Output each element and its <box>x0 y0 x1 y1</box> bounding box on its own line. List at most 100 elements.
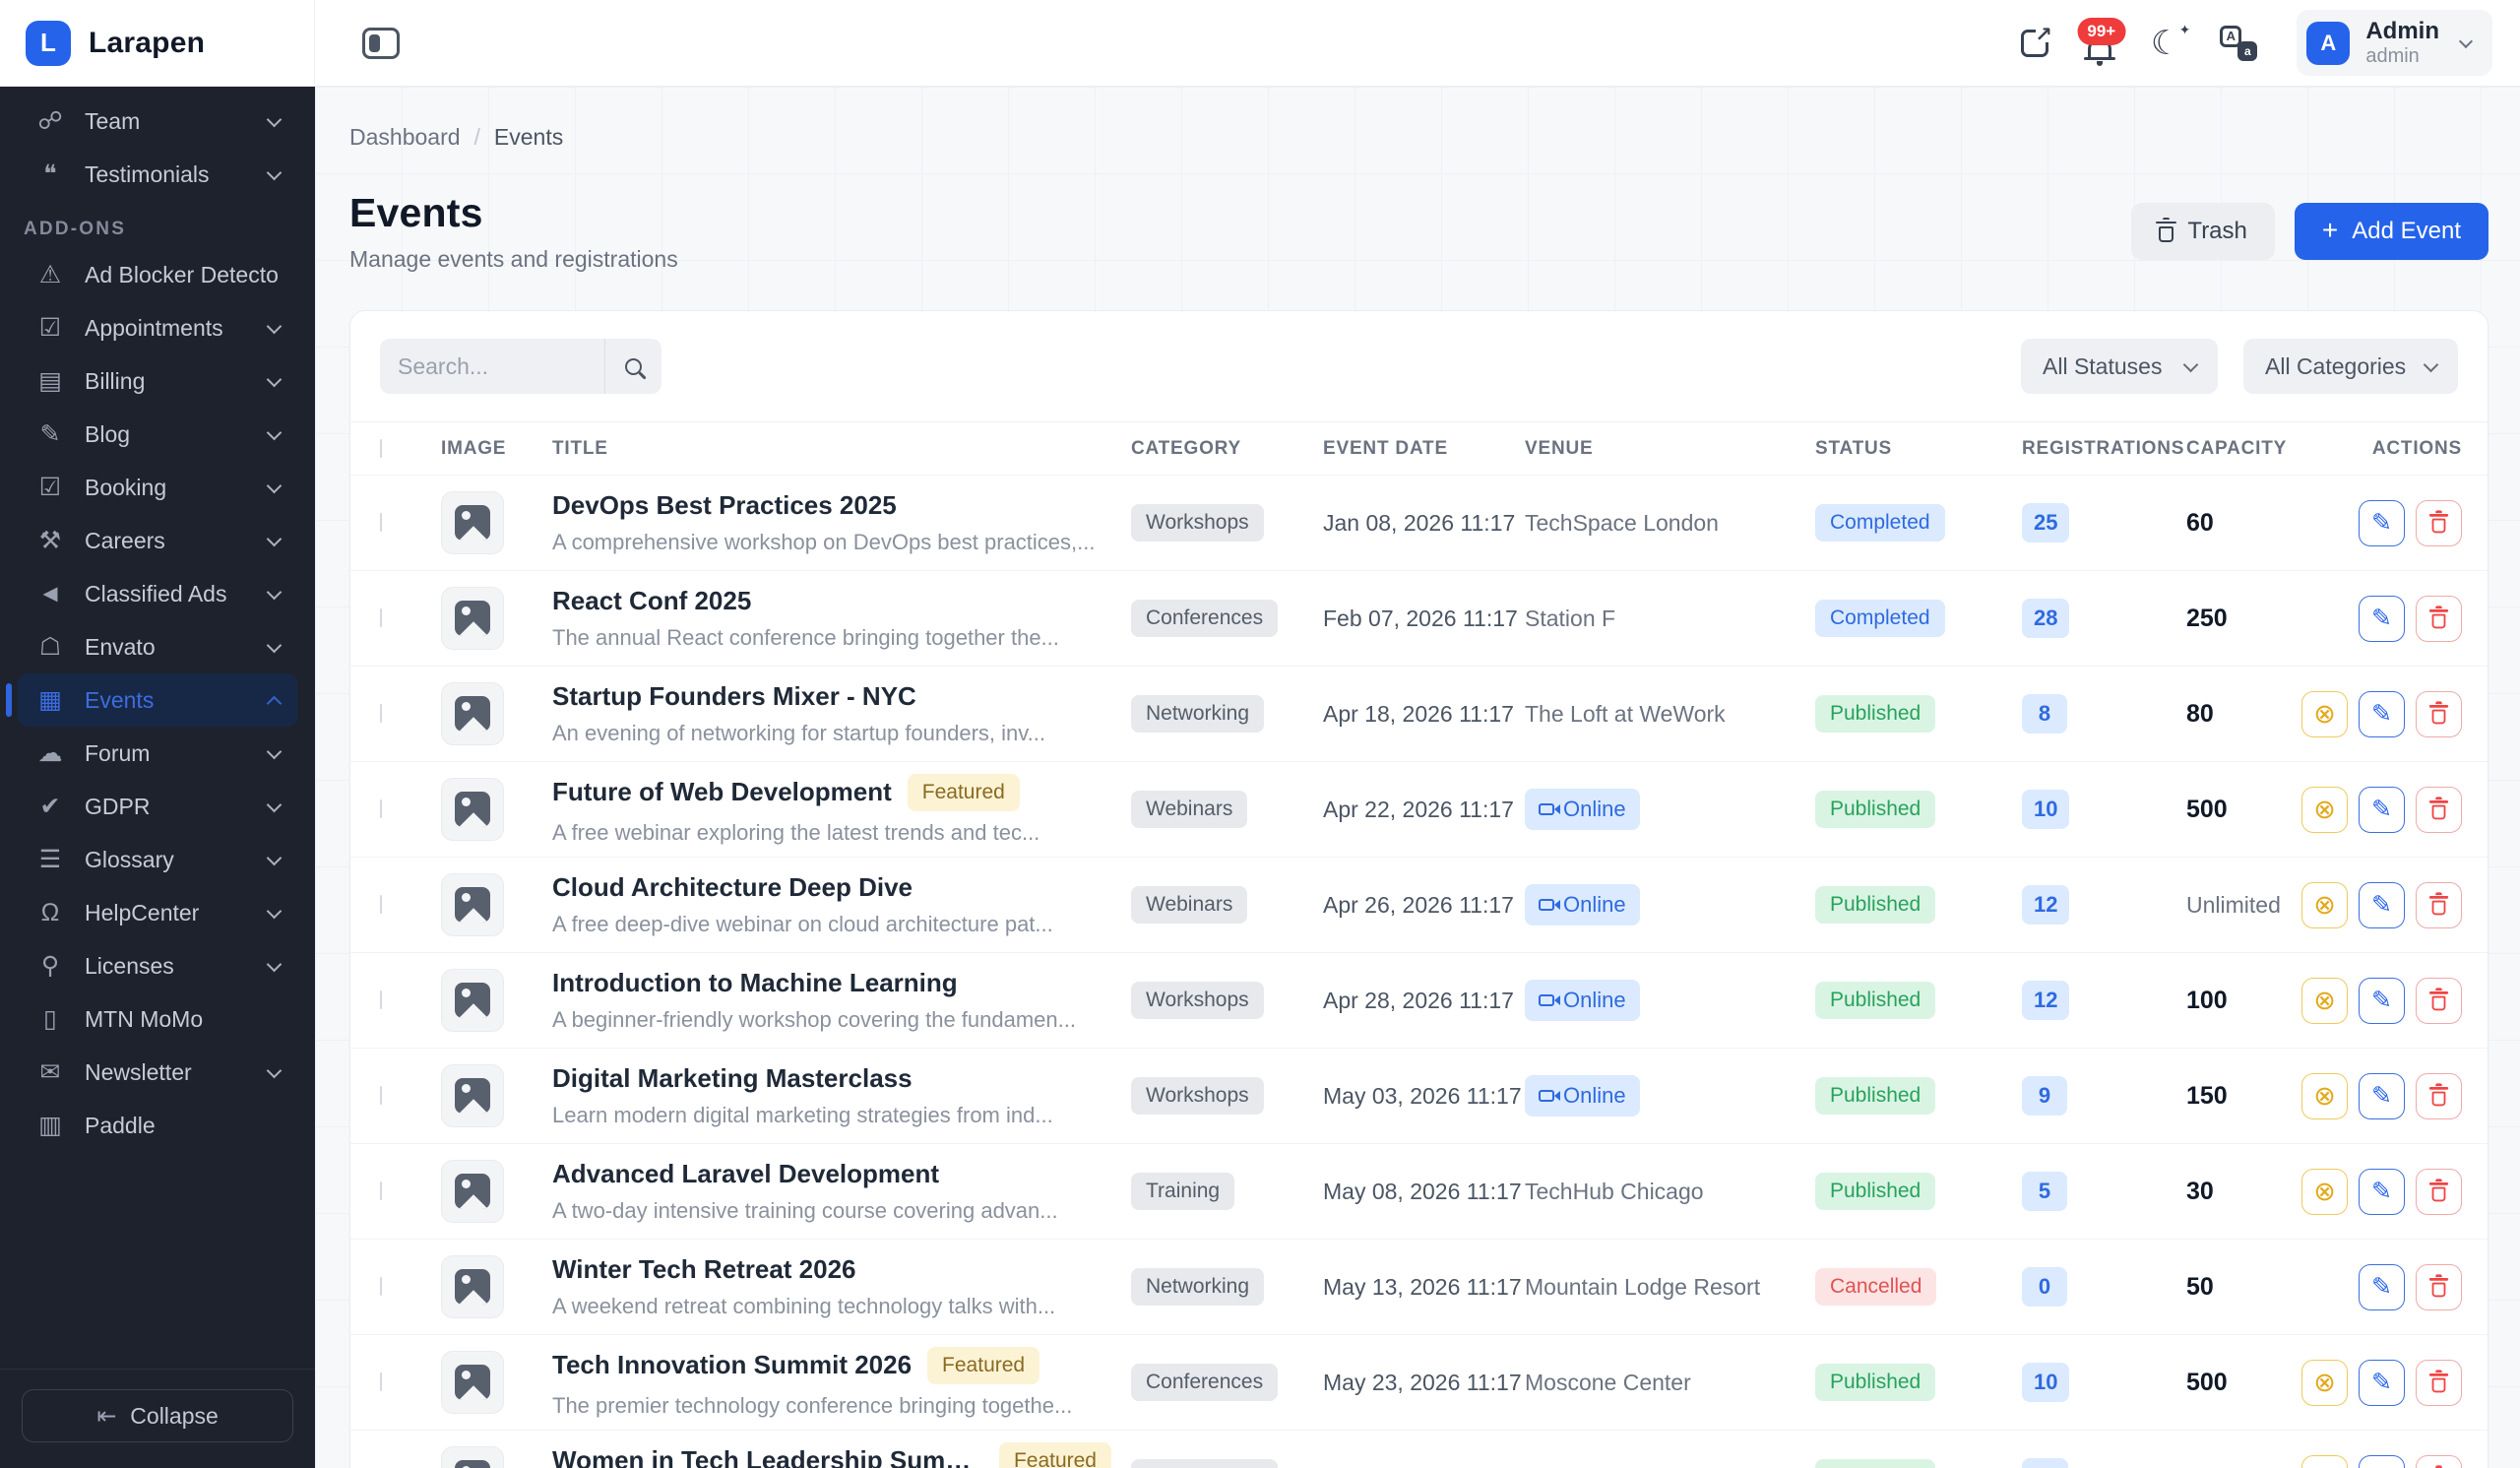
sidebar-item[interactable]: ☖ Envato <box>18 620 297 673</box>
edit-button[interactable]: ✎ <box>2359 882 2405 928</box>
sidebar-item[interactable]: ✉ Newsletter <box>18 1046 297 1099</box>
edit-button[interactable]: ✎ <box>2359 1455 2405 1468</box>
row-checkbox[interactable] <box>380 799 382 818</box>
sidebar-item[interactable]: ☁ Forum <box>18 727 297 780</box>
category-badge: Workshops <box>1131 982 1264 1019</box>
sidebar-item[interactable]: ▯ MTN MoMo <box>18 992 297 1046</box>
sidebar-item[interactable]: ▦ Events <box>18 673 297 727</box>
select-all-checkbox[interactable] <box>380 439 382 458</box>
delete-button[interactable] <box>2416 1455 2462 1468</box>
sidebar-item[interactable]: ⚒ Careers <box>18 514 297 567</box>
sidebar-item[interactable]: ☑ Booking <box>18 461 297 514</box>
edit-button[interactable]: ✎ <box>2359 1169 2405 1215</box>
dark-mode-toggle[interactable]: ☾✦ <box>2151 27 2180 60</box>
row-checkbox[interactable] <box>380 513 382 532</box>
cancel-event-button[interactable]: ⊗ <box>2301 1073 2348 1119</box>
delete-button[interactable] <box>2416 1360 2462 1406</box>
edit-button[interactable]: ✎ <box>2359 500 2405 546</box>
cancel-event-button[interactable]: ⊗ <box>2301 1455 2348 1468</box>
cancel-event-button[interactable]: ⊗ <box>2301 1169 2348 1215</box>
event-title[interactable]: Tech Innovation Summit 2026 <box>552 1350 912 1380</box>
search-input[interactable] <box>380 339 604 394</box>
cancel-event-button[interactable]: ⊗ <box>2301 1360 2348 1406</box>
edit-button[interactable]: ✎ <box>2359 596 2405 642</box>
edit-button[interactable]: ✎ <box>2359 787 2405 833</box>
cancel-event-button[interactable]: ⊗ <box>2301 978 2348 1024</box>
external-link-icon[interactable] <box>2021 30 2048 57</box>
event-title[interactable]: Digital Marketing Masterclass <box>552 1063 913 1094</box>
event-title[interactable]: DevOps Best Practices 2025 <box>552 490 897 521</box>
event-title[interactable]: Introduction to Machine Learning <box>552 968 958 998</box>
edit-button[interactable]: ✎ <box>2359 1073 2405 1119</box>
collapse-button[interactable]: ⇤ Collapse <box>22 1389 293 1442</box>
sidebar-item[interactable]: Ω HelpCenter <box>18 886 297 939</box>
search-button[interactable] <box>604 339 662 394</box>
chevron-down-icon <box>2424 356 2439 372</box>
row-checkbox[interactable] <box>380 895 382 914</box>
row-checkbox[interactable] <box>380 990 382 1009</box>
sidebar-item[interactable]: ❝ Testimonials <box>18 148 297 201</box>
breadcrumb-current: Events <box>494 124 563 151</box>
delete-button[interactable] <box>2416 1073 2462 1119</box>
online-venue-badge: Online <box>1525 884 1640 925</box>
delete-button[interactable] <box>2416 882 2462 928</box>
pencil-icon: ✎ <box>2371 986 2392 1015</box>
row-checkbox[interactable] <box>380 608 382 627</box>
sidebar-item[interactable]: ☑ Appointments <box>18 301 297 354</box>
event-title[interactable]: Startup Founders Mixer - NYC <box>552 681 916 712</box>
event-title[interactable]: Future of Web Development <box>552 777 892 807</box>
status-filter-select[interactable]: All Statuses <box>2021 339 2218 394</box>
row-checkbox[interactable] <box>380 1372 382 1391</box>
user-menu[interactable]: A Admin admin <box>2297 10 2492 76</box>
featured-badge: Featured <box>999 1442 1111 1468</box>
delete-button[interactable] <box>2416 1264 2462 1310</box>
edit-button[interactable]: ✎ <box>2359 978 2405 1024</box>
event-title[interactable]: Winter Tech Retreat 2026 <box>552 1254 856 1285</box>
delete-button[interactable] <box>2416 1169 2462 1215</box>
delete-button[interactable] <box>2416 596 2462 642</box>
sidebar-item[interactable]: ⚠ Ad Blocker Detector <box>18 248 297 301</box>
trash-button[interactable]: Trash <box>2131 203 2274 260</box>
cancel-event-button[interactable]: ⊗ <box>2301 882 2348 928</box>
sidebar-item[interactable]: ✎ Blog <box>18 408 297 461</box>
sidebar-item[interactable]: ☰ Glossary <box>18 833 297 886</box>
page-subtitle: Manage events and registrations <box>349 246 678 273</box>
column-header: Image <box>441 438 552 460</box>
notifications-button[interactable]: 99+ <box>2088 30 2111 57</box>
edit-button[interactable]: ✎ <box>2359 691 2405 737</box>
event-title[interactable]: Advanced Laravel Development <box>552 1159 939 1189</box>
row-checkbox[interactable] <box>380 1086 382 1105</box>
category-filter-select[interactable]: All Categories <box>2243 339 2458 394</box>
add-event-button[interactable]: + Add Event <box>2295 203 2488 260</box>
collapse-arrow-icon: ⇤ <box>96 1402 116 1431</box>
status-badge: Published <box>1815 1173 1935 1210</box>
delete-button[interactable] <box>2416 978 2462 1024</box>
event-title[interactable]: Women in Tech Leadership Summit <box>552 1445 983 1468</box>
event-title[interactable]: React Conf 2025 <box>552 586 751 616</box>
delete-button[interactable] <box>2416 500 2462 546</box>
language-button[interactable]: A a <box>2220 26 2257 61</box>
cancel-event-button[interactable]: ⊗ <box>2301 691 2348 737</box>
breadcrumb-dashboard[interactable]: Dashboard <box>349 124 461 151</box>
sidebar-item[interactable]: ▤ Billing <box>18 354 297 408</box>
delete-button[interactable] <box>2416 691 2462 737</box>
sidebar-item[interactable]: ✔ GDPR <box>18 780 297 833</box>
edit-button[interactable]: ✎ <box>2359 1264 2405 1310</box>
row-checkbox[interactable] <box>380 704 382 723</box>
sidebar-item[interactable]: ☍ Team <box>18 95 297 148</box>
search-icon <box>625 358 642 375</box>
sidebar-item[interactable]: ▥ Paddle <box>18 1099 297 1152</box>
edit-button[interactable]: ✎ <box>2359 1360 2405 1406</box>
sidebar-item-label: Paddle <box>85 1113 280 1139</box>
row-checkbox[interactable] <box>380 1181 382 1200</box>
sidebar-item[interactable]: ⚲ Licenses <box>18 939 297 992</box>
online-venue-badge: Online <box>1525 1075 1640 1117</box>
delete-button[interactable] <box>2416 787 2462 833</box>
cancel-event-button[interactable]: ⊗ <box>2301 787 2348 833</box>
table-row: React Conf 2025 The annual React confere… <box>350 571 2488 667</box>
sidebar-item[interactable]: ◄ Classified Ads <box>18 567 297 620</box>
sidebar-toggle-icon[interactable] <box>362 28 400 59</box>
row-checkbox[interactable] <box>380 1277 382 1296</box>
chevron-icon <box>267 695 283 711</box>
event-title[interactable]: Cloud Architecture Deep Dive <box>552 872 913 903</box>
